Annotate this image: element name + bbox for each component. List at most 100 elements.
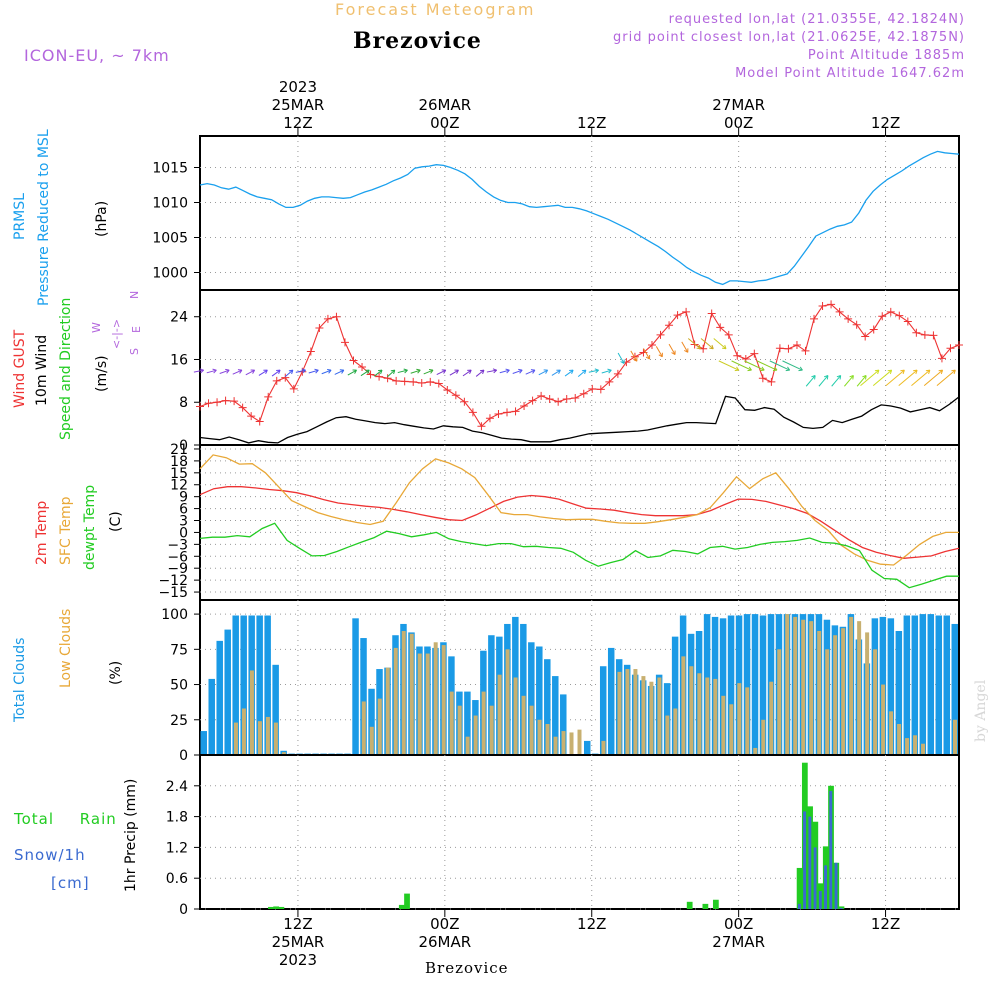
- gust-marker: [315, 323, 324, 332]
- low-clouds-bar: [425, 653, 430, 755]
- wind-arrow-head: [798, 366, 803, 372]
- wind-arrow-head: [620, 359, 625, 364]
- gust-marker: [588, 384, 597, 393]
- low-clouds-bar: [897, 724, 902, 755]
- compass-arrows: <-|->: [110, 319, 123, 349]
- low-clouds-bar: [761, 719, 766, 755]
- wind-direction-arrow: [923, 369, 943, 386]
- wind-direction-arrow: [245, 369, 255, 376]
- temp-2m-line: [199, 486, 960, 559]
- low-clouds-bar: [849, 616, 854, 755]
- gust-marker: [238, 403, 247, 412]
- low-clouds-bar: [241, 708, 246, 755]
- wind-arrow-head: [811, 375, 816, 380]
- wind-direction-arrow: [844, 375, 854, 387]
- pressure-ylabel-1: PRMSL: [12, 193, 28, 240]
- wind-direction-arrow: [668, 343, 676, 355]
- low-clouds-bar: [489, 705, 494, 755]
- low-clouds-bar: [721, 695, 726, 755]
- wind-arrow-head: [913, 369, 918, 375]
- total-clouds-bar: [464, 691, 471, 755]
- wind-direction-arrow: [462, 369, 472, 377]
- precip-panel: 0 0.6 1.2 1.8 2.4 Total Rain Snow/1h [cm] 1h…: [13, 754, 960, 918]
- total-clouds-bar: [919, 614, 927, 755]
- low-clouds-bar: [641, 676, 646, 755]
- ytick-label: −9: [167, 561, 188, 577]
- gust-marker: [955, 341, 963, 350]
- gust-marker: [775, 344, 784, 353]
- gust-marker: [358, 362, 367, 371]
- ytick-label: 8: [179, 395, 188, 411]
- gust-marker: [485, 414, 494, 423]
- total-clouds-bar: [520, 623, 527, 755]
- total-rain-label: Total Rain: [13, 810, 117, 828]
- ytick-label: 25: [170, 713, 188, 729]
- wind-arrow-head: [378, 369, 383, 375]
- gust-marker: [366, 370, 375, 379]
- low-clouds-bar: [257, 721, 262, 755]
- low-clouds-bar: [873, 649, 878, 755]
- gust-marker: [869, 325, 878, 334]
- wind-direction-arrow: [347, 369, 357, 376]
- gust-marker: [682, 307, 691, 316]
- gust-marker: [264, 392, 273, 401]
- wind-arrow-head: [900, 369, 905, 375]
- gust-marker: [400, 377, 409, 386]
- wind-direction-arrow: [423, 369, 434, 375]
- time-label: 25MAR: [272, 96, 325, 114]
- wind-direction-arrow: [681, 341, 689, 353]
- low-clouds-bar: [737, 683, 742, 755]
- ytick-label: −3: [167, 537, 188, 553]
- wind-arrow-head: [938, 369, 944, 375]
- temp-sfc-label: SFC Temp: [58, 496, 74, 565]
- ytick-label: 50: [170, 678, 188, 694]
- low-clouds-bar: [673, 708, 678, 755]
- wind-arrow-head: [836, 375, 842, 380]
- wind-direction-arrow: [731, 360, 752, 371]
- ytick-label: 1010: [152, 196, 188, 212]
- rain-bar: [398, 904, 405, 909]
- low-clouds-bar: [385, 667, 390, 755]
- total-clouds-bar: [751, 614, 759, 755]
- gust-marker: [204, 399, 213, 408]
- total-clouds-bar: [216, 640, 223, 755]
- wind-arrow-head: [633, 357, 638, 362]
- low-clouds-bar: [529, 705, 534, 755]
- ytick-label: 75: [170, 642, 188, 658]
- low-clouds-bar: [369, 726, 374, 755]
- low-clouds-bar: [361, 701, 366, 755]
- temp-unit: (C): [108, 511, 124, 532]
- wind-arrow-head: [250, 369, 256, 374]
- low-clouds-bar: [545, 724, 550, 755]
- gust-marker: [903, 317, 912, 326]
- gust-marker: [673, 311, 682, 320]
- snow-bar: [797, 903, 801, 909]
- pressure-line: [199, 150, 960, 286]
- total-clouds-bar: [671, 636, 679, 755]
- gust-marker: [716, 323, 725, 332]
- low-clouds-bar: [697, 673, 702, 755]
- temp-sfc-line: [199, 454, 959, 566]
- grid-point-coords: grid point closest lon,lat (21.0625E, 42…: [613, 30, 965, 45]
- low-clouds-bar: [801, 619, 806, 755]
- wind-direction-arrow: [818, 375, 829, 387]
- wind-arrow-head: [365, 369, 370, 374]
- ytick-label: 12: [170, 478, 188, 494]
- time-label: 26MAR: [418, 933, 471, 951]
- time-label: 00Z: [430, 915, 459, 933]
- wind-direction-arrow: [718, 360, 739, 371]
- wind-arrow-head: [671, 350, 676, 355]
- gust-marker: [946, 344, 955, 353]
- wind-arrow-head: [569, 369, 574, 375]
- gust-marker: [323, 314, 332, 323]
- compass-n: N: [128, 291, 141, 299]
- wind-arrow-head: [925, 369, 931, 375]
- wind-direction-arrow: [538, 369, 548, 376]
- low-clouds-bar: [833, 635, 838, 755]
- snow-bar: [824, 865, 827, 909]
- low-clouds-bar: [233, 722, 238, 755]
- wind-arrow-head: [479, 369, 485, 375]
- gust-marker: [349, 356, 358, 365]
- gust-marker: [784, 344, 793, 353]
- low-clouds-bar: [457, 705, 462, 755]
